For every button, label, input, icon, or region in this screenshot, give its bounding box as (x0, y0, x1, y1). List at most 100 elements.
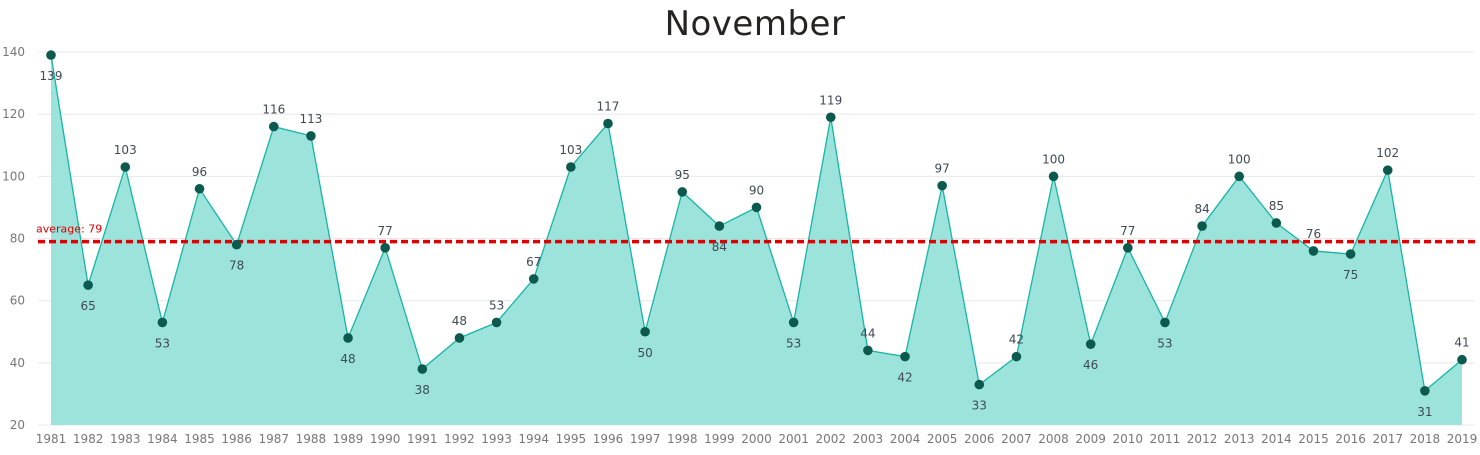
data-label: 85 (1269, 199, 1284, 213)
data-label: 53 (1157, 336, 1172, 350)
data-point (825, 112, 836, 123)
data-label: 97 (935, 162, 950, 176)
data-label: 103 (559, 143, 582, 157)
x-tick-label: 2013 (1224, 432, 1255, 446)
data-label: 100 (1042, 152, 1065, 166)
data-point (454, 333, 465, 343)
data-label: 31 (1417, 405, 1432, 419)
x-tick-label: 2005 (927, 432, 958, 446)
data-label: 117 (597, 99, 620, 113)
data-label: 113 (299, 112, 322, 126)
x-tick-label: 1981 (36, 432, 67, 446)
data-point (306, 131, 316, 141)
data-label: 53 (786, 336, 801, 350)
data-point (863, 345, 873, 356)
data-point (1457, 354, 1467, 365)
data-point (566, 162, 576, 172)
x-tick-label: 1992 (444, 432, 475, 446)
x-tick-label: 1994 (518, 432, 549, 446)
data-label: 38 (415, 383, 430, 397)
data-label: 48 (452, 314, 467, 328)
data-point (1197, 221, 1207, 231)
x-tick-label: 1999 (704, 432, 735, 446)
data-label: 77 (1120, 224, 1135, 238)
data-label: 139 (40, 69, 63, 83)
x-tick-label: 1986 (221, 432, 252, 446)
data-label: 78 (229, 259, 244, 273)
y-tick-label: 120 (2, 107, 25, 121)
x-tick-label: 2004 (890, 432, 921, 446)
data-point (380, 243, 390, 253)
x-tick-label: 1997 (630, 432, 661, 446)
data-label: 42 (897, 371, 912, 385)
data-point (343, 333, 353, 343)
data-point (1234, 171, 1245, 182)
x-tick-label: 1996 (593, 432, 624, 446)
x-tick-label: 2014 (1261, 432, 1292, 446)
data-label: 46 (1083, 358, 1098, 372)
data-label: 76 (1306, 227, 1321, 241)
x-tick-label: 2017 (1372, 432, 1403, 446)
data-point (714, 221, 725, 231)
data-point (528, 274, 539, 284)
data-point (1420, 386, 1430, 396)
data-point (157, 317, 168, 328)
data-point (603, 118, 613, 129)
x-tick-label: 2010 (1113, 432, 1144, 446)
x-tick-label: 1995 (556, 432, 587, 446)
data-point (1382, 165, 1393, 175)
data-point (1011, 351, 1022, 362)
data-label: 42 (1009, 333, 1024, 347)
data-label: 96 (192, 165, 207, 179)
x-tick-label: 2015 (1298, 432, 1329, 446)
x-tick-label: 2003 (853, 432, 884, 446)
x-tick-label: 1998 (667, 432, 698, 446)
data-point (677, 187, 688, 197)
chart-title: November (664, 4, 846, 44)
data-point (937, 180, 947, 191)
data-label: 77 (378, 224, 393, 238)
data-point (1123, 243, 1133, 253)
x-tick-label: 2000 (741, 432, 772, 446)
data-label: 65 (80, 299, 95, 313)
data-label: 95 (675, 168, 690, 182)
x-tick-label: 2002 (815, 432, 846, 446)
data-point (83, 280, 93, 290)
data-point (231, 239, 242, 250)
data-label: 102 (1376, 146, 1399, 160)
data-label: 53 (155, 336, 170, 350)
data-label: 33 (972, 399, 987, 413)
data-point (1271, 218, 1282, 228)
data-label: 119 (819, 93, 842, 107)
x-tick-label: 2007 (1001, 432, 1032, 446)
data-point (788, 317, 799, 328)
data-label: 50 (637, 346, 652, 360)
y-tick-label: 100 (2, 169, 25, 183)
y-tick-label: 80 (10, 232, 25, 246)
y-tick-label: 40 (10, 356, 25, 370)
data-label: 48 (340, 352, 355, 366)
x-tick-label: 1987 (259, 432, 290, 446)
data-point (194, 183, 205, 194)
data-point (900, 351, 910, 362)
data-label: 44 (860, 326, 875, 340)
data-label: 75 (1343, 268, 1358, 282)
x-tick-label: 1988 (296, 432, 327, 446)
data-label: 103 (114, 143, 137, 157)
x-tick-label: 1982 (73, 432, 104, 446)
x-tick-label: 1984 (147, 432, 178, 446)
data-label: 67 (526, 255, 541, 269)
data-label: 116 (262, 103, 285, 117)
x-tick-label: 2018 (1410, 432, 1441, 446)
data-point (417, 364, 428, 374)
data-point (46, 50, 56, 60)
x-tick-label: 1990 (370, 432, 401, 446)
average-label: average: 79 (36, 223, 102, 236)
data-label: 53 (489, 298, 504, 312)
y-tick-label: 20 (10, 418, 25, 432)
data-point (640, 326, 650, 337)
x-tick-label: 2019 (1447, 432, 1478, 446)
data-label: 41 (1454, 336, 1469, 350)
data-point (1160, 317, 1170, 328)
